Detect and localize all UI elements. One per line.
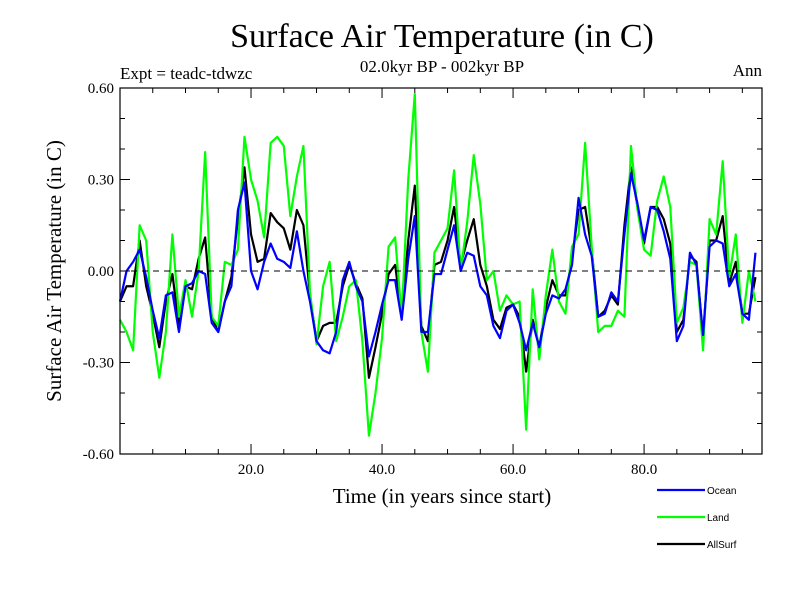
series-line-ocean: [118, 172, 757, 358]
legend-label-land: Land: [707, 513, 729, 524]
plot-area: 20.0 40.0 60.0 80.0 -0.60 -0.30 0.00 0.30 0.60: [83, 81, 763, 478]
y-tick-label: 0.00: [88, 264, 114, 280]
legend-label-allsurf: AllSurf: [707, 540, 737, 551]
series-line-land: [119, 92, 757, 437]
legend-label-ocean: Ocean: [707, 486, 736, 497]
y-tick-label: 0.30: [88, 173, 114, 189]
chart-title: Surface Air Temperature (in C): [230, 18, 654, 55]
y-tick-label: 0.60: [88, 81, 114, 97]
y-tick-label: -0.60: [83, 447, 114, 463]
period-label: Ann: [733, 61, 763, 80]
y-tick-label: -0.30: [83, 356, 114, 372]
x-tick-label: 20.0: [238, 462, 264, 478]
x-tick-label: 60.0: [500, 462, 526, 478]
legend: Ocean Land AllSurf: [657, 486, 737, 551]
chart-subtitle: 02.0kyr BP - 002kyr BP: [360, 57, 524, 76]
expt-label: Expt = teadc-tdwzc: [120, 64, 253, 83]
y-axis-label: Surface Air Temperature (in C): [42, 140, 66, 402]
x-axis-label: Time (in years since start): [333, 484, 552, 508]
x-tick-label: 40.0: [369, 462, 395, 478]
x-tick-label: 80.0: [631, 462, 657, 478]
series-line-allsurf: [118, 166, 757, 379]
